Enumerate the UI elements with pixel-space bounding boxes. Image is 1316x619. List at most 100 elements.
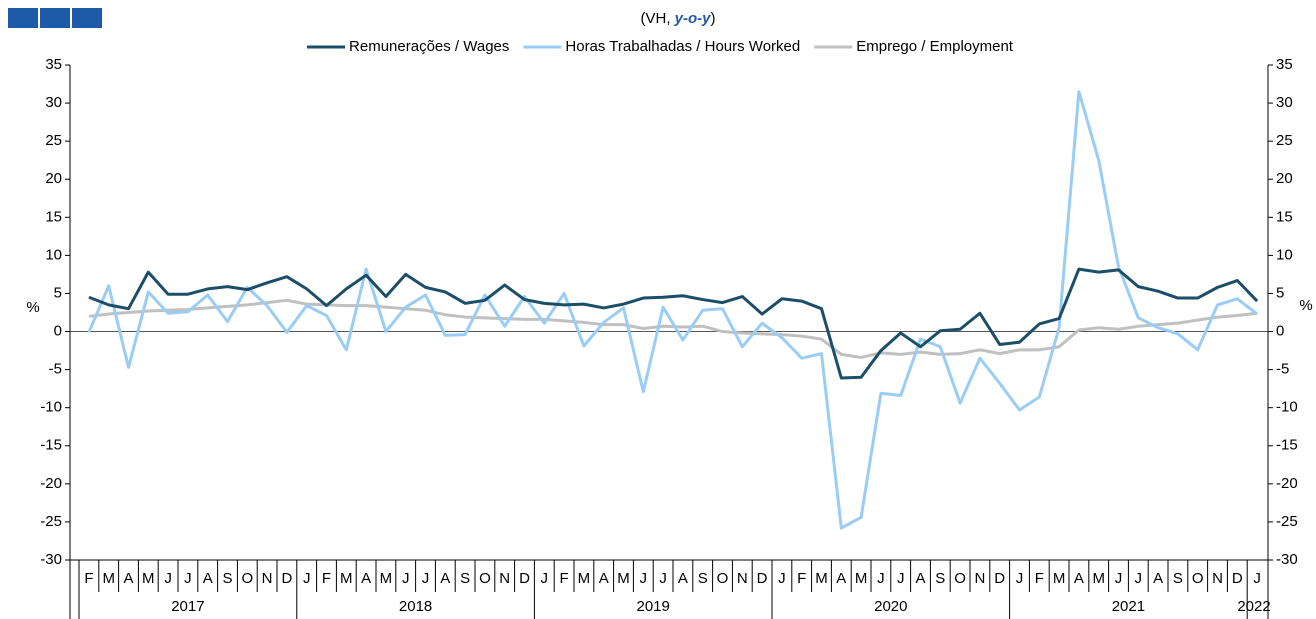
x-tick-label: J [303, 570, 311, 587]
series-line [88, 298, 1258, 359]
logo-block [8, 8, 38, 28]
x-tick-label: A [599, 570, 609, 587]
x-tick-label: S [698, 570, 708, 587]
x-tick-label: J [640, 570, 648, 587]
y2-tick-label: -20 [1276, 475, 1298, 492]
x-tick-label: M [815, 570, 828, 587]
x-tick-label: A [123, 570, 133, 587]
y-axis-label: % [26, 299, 39, 316]
x-tick-label: F [84, 570, 93, 587]
x-tick-label: F [560, 570, 569, 587]
y2-tick-label: 0 [1276, 323, 1284, 340]
x-tick-label: A [1153, 570, 1163, 587]
x-tick-label: A [836, 570, 846, 587]
series-line [88, 267, 1259, 380]
x-tick-label: M [1053, 570, 1066, 587]
x-tick-label: D [1232, 570, 1243, 587]
x-tick-label: O [954, 570, 966, 587]
legend: Remunerações / Wages Horas Trabalhadas / … [307, 38, 1014, 55]
y-tick-label: -5 [49, 361, 62, 378]
y2-tick-label: -10 [1276, 399, 1298, 416]
legend-label: Horas Trabalhadas / Hours Worked [565, 38, 800, 55]
year-label: 2020 [874, 598, 907, 615]
y-tick-label: 25 [45, 132, 62, 149]
x-tick-label: D [757, 570, 768, 587]
y-tick-label: 35 [45, 56, 62, 73]
x-tick-label: J [1135, 570, 1143, 587]
x-tick-label: J [541, 570, 549, 587]
y2-tick-label: 30 [1276, 94, 1293, 111]
x-tick-label: N [1212, 570, 1223, 587]
y2-tick-label: 25 [1276, 132, 1293, 149]
x-tick-label: M [855, 570, 868, 587]
y-tick-label: 0 [54, 323, 62, 340]
y2-tick-label: 35 [1276, 56, 1293, 73]
year-label: 2021 [1112, 598, 1145, 615]
x-tick-label: M [380, 570, 393, 587]
y2-tick-label: 15 [1276, 208, 1293, 225]
y-tick-label: 20 [45, 170, 62, 187]
x-tick-label: A [203, 570, 213, 587]
x-tick-label: J [402, 570, 410, 587]
x-tick-label: J [1016, 570, 1024, 587]
series-line [87, 90, 1259, 530]
logo-block [40, 8, 70, 28]
x-tick-label: J [184, 570, 192, 587]
x-tick-label: J [1115, 570, 1123, 587]
x-tick-label: J [659, 570, 667, 587]
x-tick-label: S [460, 570, 470, 587]
x-tick-label: J [778, 570, 786, 587]
y2-tick-label: 20 [1276, 170, 1293, 187]
x-tick-label: O [479, 570, 491, 587]
x-tick-label: J [422, 570, 430, 587]
legend-item: Emprego / Employment [814, 38, 1014, 55]
legend-item: Horas Trabalhadas / Hours Worked [523, 38, 800, 55]
x-tick-label: S [222, 570, 232, 587]
y2-tick-label: 10 [1276, 246, 1293, 263]
x-tick-label: A [915, 570, 925, 587]
x-tick-label: M [142, 570, 155, 587]
x-tick-label: J [897, 570, 905, 587]
x-tick-label: F [797, 570, 806, 587]
x-tick-label: O [241, 570, 253, 587]
year-label: 2019 [637, 598, 670, 615]
x-tick-label: M [617, 570, 630, 587]
logo-block [72, 8, 102, 28]
x-tick-label: D [519, 570, 530, 587]
y2-tick-label: -5 [1276, 361, 1289, 378]
y2-axis-label: % [1299, 297, 1312, 314]
x-tick-label: N [499, 570, 510, 587]
y-tick-label: -25 [40, 513, 62, 530]
x-tick-label: S [935, 570, 945, 587]
x-tick-label: J [877, 570, 885, 587]
year-label: 2018 [399, 598, 432, 615]
x-tick-label: A [1074, 570, 1084, 587]
x-tick-label: J [1253, 570, 1261, 587]
y2-tick-label: 5 [1276, 284, 1284, 301]
legend-item: Remunerações / Wages [307, 38, 509, 55]
x-tick-label: N [974, 570, 985, 587]
y-tick-label: 30 [45, 94, 62, 111]
y-tick-label: -30 [40, 551, 62, 568]
x-tick-label: D [994, 570, 1005, 587]
year-label: 2022 [1237, 598, 1270, 615]
y-tick-label: -20 [40, 475, 62, 492]
x-tick-label: A [678, 570, 688, 587]
y-tick-label: -15 [40, 437, 62, 454]
x-tick-label: F [322, 570, 331, 587]
y-tick-label: 10 [45, 246, 62, 263]
x-tick-label: J [164, 570, 172, 587]
y2-tick-label: -25 [1276, 513, 1298, 530]
y2-tick-label: -30 [1276, 551, 1298, 568]
subtitle: (VH, y-o-y) [640, 10, 715, 27]
legend-label: Remunerações / Wages [349, 38, 509, 55]
y-tick-label: 5 [54, 284, 62, 301]
x-tick-label: N [737, 570, 748, 587]
x-tick-label: M [578, 570, 591, 587]
x-tick-label: A [440, 570, 450, 587]
legend-label: Emprego / Employment [856, 38, 1014, 55]
year-label: 2017 [171, 598, 204, 615]
x-tick-label: A [361, 570, 371, 587]
y-tick-label: -10 [40, 399, 62, 416]
